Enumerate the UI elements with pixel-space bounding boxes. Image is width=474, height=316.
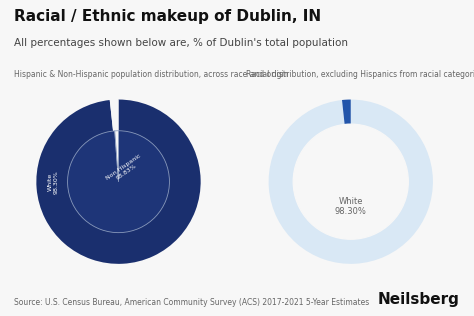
Text: Hispanic & Non-Hispanic population distribution, across race and origin: Hispanic & Non-Hispanic population distr…: [14, 70, 289, 78]
Wedge shape: [110, 100, 118, 182]
Text: Neilsberg: Neilsberg: [378, 292, 460, 307]
Wedge shape: [342, 100, 351, 125]
Text: Source: U.S. Census Bureau, American Community Survey (ACS) 2017-2021 5-Year Est: Source: U.S. Census Bureau, American Com…: [14, 298, 369, 307]
Text: All percentages shown below are, % of Dublin's total population: All percentages shown below are, % of Du…: [14, 38, 348, 48]
Wedge shape: [115, 131, 118, 182]
Text: Racial / Ethnic makeup of Dublin, IN: Racial / Ethnic makeup of Dublin, IN: [14, 9, 321, 24]
Text: White
98.30%: White 98.30%: [47, 170, 58, 194]
Wedge shape: [269, 100, 433, 264]
Text: White
98.30%: White 98.30%: [335, 197, 367, 216]
Wedge shape: [68, 131, 169, 233]
Text: Non Hispanic
98.83%: Non Hispanic 98.83%: [105, 153, 145, 186]
Wedge shape: [36, 100, 201, 264]
Circle shape: [293, 124, 408, 239]
Text: Racial distribution, excluding Hispanics from racial categories: Racial distribution, excluding Hispanics…: [246, 70, 474, 78]
